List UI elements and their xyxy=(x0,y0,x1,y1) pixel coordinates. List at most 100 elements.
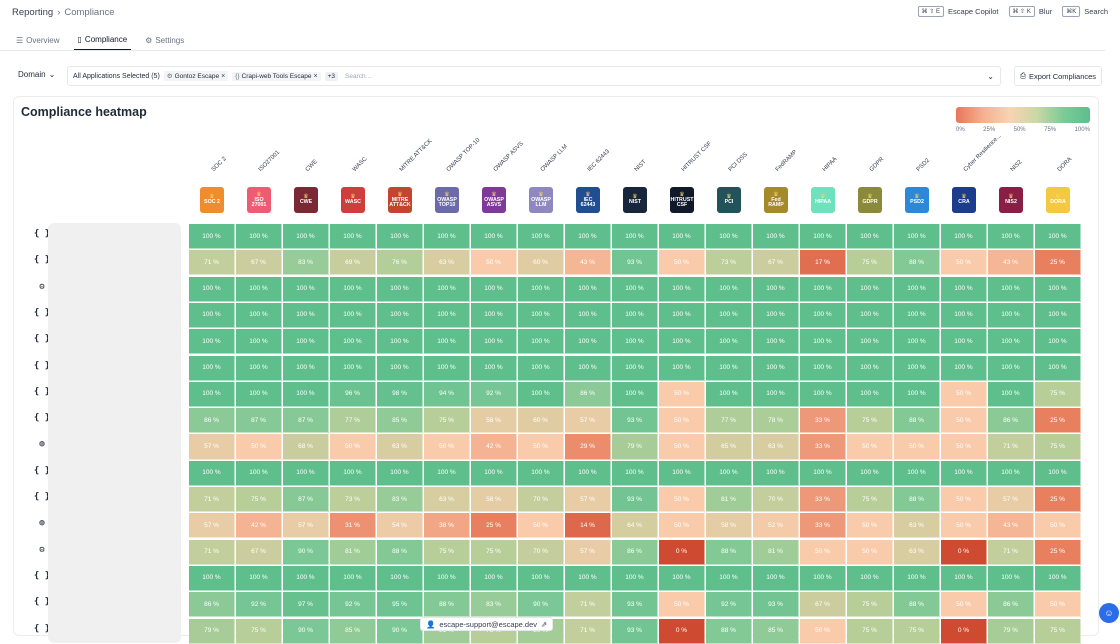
heatmap-cell[interactable]: 63 % xyxy=(424,250,470,276)
heatmap-cell[interactable]: 100 % xyxy=(941,329,987,355)
heatmap-cell[interactable]: 100 % xyxy=(518,565,564,592)
heatmap-cell[interactable]: 100 % xyxy=(800,381,846,407)
heatmap-cell[interactable]: 85 % xyxy=(330,618,376,644)
heatmap-cell[interactable]: 86 % xyxy=(988,592,1034,618)
heatmap-cell[interactable]: 50 % xyxy=(330,434,376,460)
heatmap-cell[interactable]: 87 % xyxy=(283,408,329,434)
heatmap-cell[interactable]: 100 % xyxy=(1035,224,1081,250)
heatmap-cell[interactable]: 83 % xyxy=(283,250,329,276)
heatmap-cell[interactable]: 87 % xyxy=(283,487,329,513)
heatmap-cell[interactable]: 77 % xyxy=(706,408,752,434)
heatmap-cell[interactable]: 0 % xyxy=(941,618,987,644)
heatmap-cell[interactable]: 100 % xyxy=(659,460,705,486)
heatmap-cell[interactable]: 100 % xyxy=(894,329,940,355)
heatmap-cell[interactable]: 100 % xyxy=(471,276,517,302)
heatmap-cell[interactable]: 100 % xyxy=(471,460,517,486)
heatmap-cell[interactable]: 50 % xyxy=(518,434,564,460)
heatmap-cell[interactable]: 100 % xyxy=(847,381,893,407)
heatmap-cell[interactable]: 87 % xyxy=(236,408,282,434)
heatmap-cell[interactable]: 75 % xyxy=(1035,618,1081,644)
heatmap-cell[interactable]: 100 % xyxy=(471,355,517,381)
heatmap-cell[interactable]: 88 % xyxy=(706,618,752,644)
framework-badge-icon[interactable]: ♛ GDPR xyxy=(858,187,882,213)
framework-badge-icon[interactable]: ♛ HITRUST CSF xyxy=(670,187,694,213)
framework-badge-icon[interactable]: ♛ ISO 27001 xyxy=(247,187,271,213)
heatmap-cell[interactable]: 52 % xyxy=(753,513,799,539)
heatmap-cell[interactable]: 97 % xyxy=(283,592,329,618)
heatmap-cell[interactable]: 100 % xyxy=(612,276,658,302)
heatmap-cell[interactable]: 71 % xyxy=(189,250,235,276)
heatmap-cell[interactable]: 75 % xyxy=(847,250,893,276)
heatmap-cell[interactable]: 100 % xyxy=(941,276,987,302)
heatmap-cell[interactable]: 88 % xyxy=(894,250,940,276)
heatmap-cell[interactable]: 96 % xyxy=(330,381,376,407)
heatmap-cell[interactable]: 50 % xyxy=(941,592,987,618)
heatmap-cell[interactable]: 100 % xyxy=(189,565,235,592)
support-bar[interactable]: 👤 escape-support@escape.dev ⇗ xyxy=(420,617,554,631)
heatmap-cell[interactable]: 0 % xyxy=(941,539,987,565)
heatmap-cell[interactable]: 100 % xyxy=(753,565,799,592)
heatmap-cell[interactable]: 75 % xyxy=(471,539,517,565)
heatmap-cell[interactable]: 100 % xyxy=(988,302,1034,329)
heatmap-cell[interactable]: 90 % xyxy=(283,539,329,565)
blur-shortcut[interactable]: ⌘ ⇧ K Blur xyxy=(1008,6,1052,17)
heatmap-cell[interactable]: 67 % xyxy=(753,250,799,276)
chevron-down-icon[interactable]: ⌄ xyxy=(987,72,994,81)
heatmap-cell[interactable]: 100 % xyxy=(471,224,517,250)
tab-compliance[interactable]: ▯ Compliance xyxy=(73,30,132,50)
export-compliances-button[interactable]: ⎙ Export Compliances xyxy=(1014,66,1102,86)
heatmap-cell[interactable]: 100 % xyxy=(706,355,752,381)
heatmap-cell[interactable]: 100 % xyxy=(424,355,470,381)
heatmap-cell[interactable]: 100 % xyxy=(189,355,235,381)
heatmap-cell[interactable]: 70 % xyxy=(518,487,564,513)
heatmap-cell[interactable]: 100 % xyxy=(659,302,705,329)
heatmap-cell[interactable]: 93 % xyxy=(612,592,658,618)
heatmap-cell[interactable]: 90 % xyxy=(377,618,423,644)
heatmap-cell[interactable]: 50 % xyxy=(471,250,517,276)
heatmap-cell[interactable]: 100 % xyxy=(518,224,564,250)
heatmap-cell[interactable]: 29 % xyxy=(565,434,611,460)
breadcrumb-root[interactable]: Reporting xyxy=(12,7,54,18)
application-select[interactable]: All Applications Selected (5) ⚙ Gontoz Es… xyxy=(67,66,1001,86)
heatmap-cell[interactable]: 71 % xyxy=(189,487,235,513)
heatmap-cell[interactable]: 100 % xyxy=(800,224,846,250)
heatmap-cell[interactable]: 100 % xyxy=(988,276,1034,302)
heatmap-cell[interactable]: 100 % xyxy=(800,329,846,355)
heatmap-cell[interactable]: 100 % xyxy=(424,565,470,592)
heatmap-cell[interactable]: 100 % xyxy=(565,355,611,381)
heatmap-cell[interactable]: 33 % xyxy=(800,408,846,434)
heatmap-cell[interactable]: 50 % xyxy=(659,487,705,513)
tab-overview[interactable]: ☰ Overview xyxy=(12,30,64,50)
heatmap-cell[interactable]: 25 % xyxy=(1035,408,1081,434)
heatmap-cell[interactable]: 100 % xyxy=(800,276,846,302)
heatmap-cell[interactable]: 100 % xyxy=(565,224,611,250)
heatmap-cell[interactable]: 38 % xyxy=(424,513,470,539)
heatmap-cell[interactable]: 70 % xyxy=(753,487,799,513)
heatmap-cell[interactable]: 50 % xyxy=(236,434,282,460)
heatmap-cell[interactable]: 100 % xyxy=(330,355,376,381)
heatmap-cell[interactable]: 75 % xyxy=(894,618,940,644)
heatmap-cell[interactable]: 100 % xyxy=(800,565,846,592)
heatmap-cell[interactable]: 81 % xyxy=(753,539,799,565)
heatmap-cell[interactable]: 100 % xyxy=(753,276,799,302)
heatmap-cell[interactable]: 50 % xyxy=(518,513,564,539)
heatmap-cell[interactable]: 100 % xyxy=(471,329,517,355)
heatmap-cell[interactable]: 93 % xyxy=(612,408,658,434)
heatmap-cell[interactable]: 100 % xyxy=(236,355,282,381)
heatmap-cell[interactable]: 100 % xyxy=(283,329,329,355)
heatmap-cell[interactable]: 100 % xyxy=(612,460,658,486)
heatmap-cell[interactable]: 63 % xyxy=(377,434,423,460)
heatmap-cell[interactable]: 33 % xyxy=(800,487,846,513)
heatmap-cell[interactable]: 50 % xyxy=(941,434,987,460)
heatmap-cell[interactable]: 100 % xyxy=(988,565,1034,592)
heatmap-cell[interactable]: 100 % xyxy=(424,329,470,355)
heatmap-cell[interactable]: 100 % xyxy=(706,381,752,407)
framework-badge-icon[interactable]: ♛ WASC xyxy=(341,187,365,213)
search-shortcut[interactable]: ⌘K Search xyxy=(1062,6,1108,17)
framework-badge-icon[interactable]: ♛ CWE xyxy=(294,187,318,213)
heatmap-cell[interactable]: 86 % xyxy=(189,408,235,434)
heatmap-cell[interactable]: 60 % xyxy=(518,250,564,276)
heatmap-cell[interactable]: 100 % xyxy=(189,224,235,250)
framework-badge-icon[interactable]: ♛ Fed RAMP xyxy=(764,187,788,213)
heatmap-cell[interactable]: 86 % xyxy=(189,592,235,618)
